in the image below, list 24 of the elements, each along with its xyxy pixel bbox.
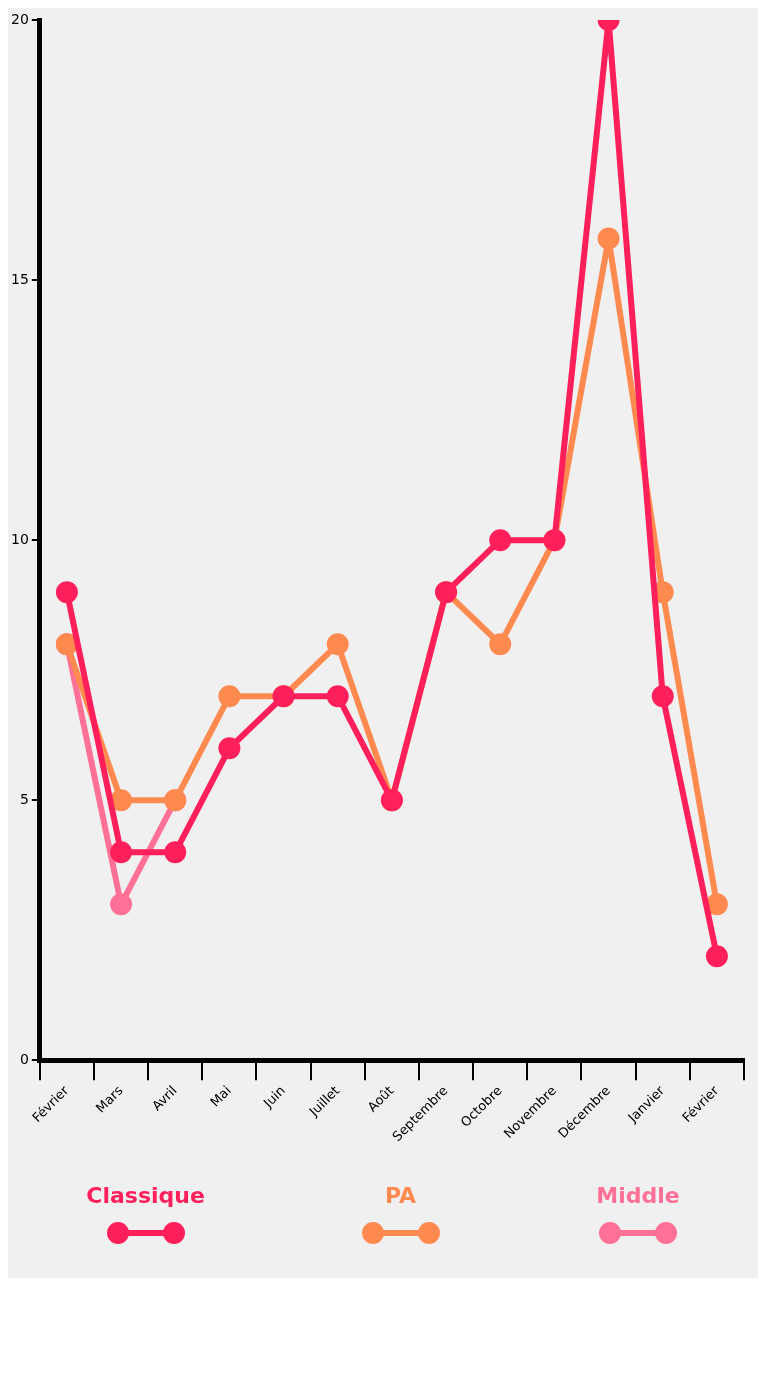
y-tick-label: 5 [19, 790, 29, 807]
point [218, 685, 241, 708]
text: Middle [596, 1182, 680, 1208]
y-tick-label: 0 [19, 1051, 29, 1067]
point [55, 581, 78, 604]
point [218, 737, 241, 760]
point [597, 227, 620, 250]
point [326, 685, 349, 708]
x-tick-label: Mai [207, 1082, 234, 1110]
point [705, 893, 728, 916]
point [705, 945, 728, 968]
y-tick-label: 20 [10, 10, 29, 27]
point [326, 633, 349, 656]
text: PA [385, 1182, 417, 1208]
point [110, 789, 133, 812]
point [651, 685, 674, 708]
point [164, 841, 187, 864]
point [110, 841, 133, 864]
text: Classique [86, 1182, 205, 1208]
y-tick-label: 15 [10, 270, 29, 287]
point [489, 529, 512, 552]
point [489, 633, 512, 656]
point [110, 893, 133, 916]
y-tick-label: 10 [10, 530, 29, 547]
